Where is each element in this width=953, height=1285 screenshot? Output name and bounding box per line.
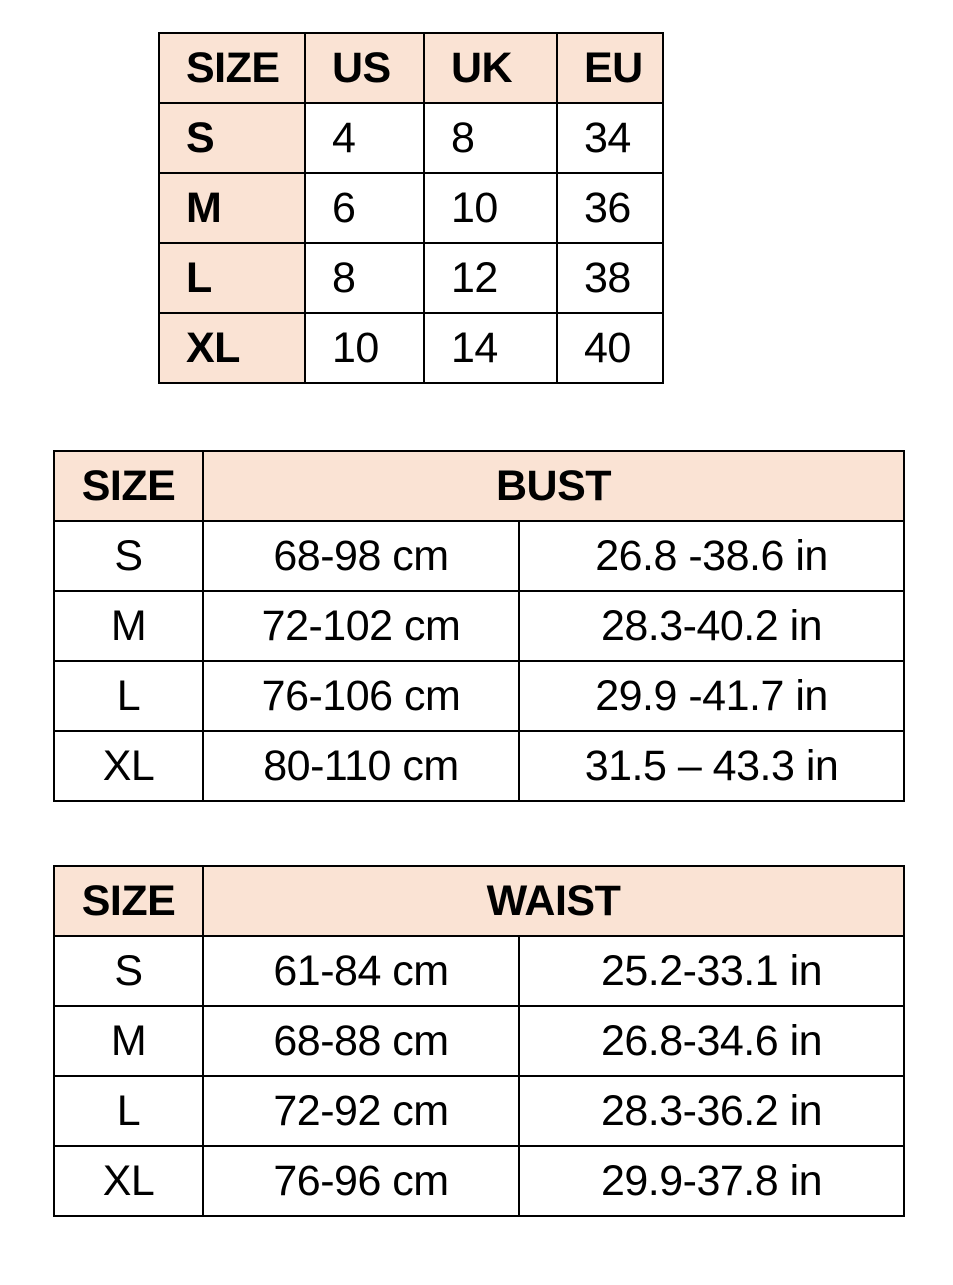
us-value: 6: [304, 172, 425, 244]
size-label: L: [158, 242, 306, 314]
header-size: SIZE: [53, 450, 204, 522]
bust-header-row: SIZE BUST: [53, 450, 905, 522]
bust-size-table: SIZE BUST S 68-98 cm 26.8 -38.6 in M 72-…: [53, 450, 905, 802]
in-value: 28.3-40.2 in: [518, 590, 905, 662]
eu-value: 38: [556, 242, 664, 314]
header-eu: EU: [556, 32, 664, 104]
in-value: 28.3-36.2 in: [517, 1075, 906, 1147]
uk-value: 10: [423, 172, 558, 244]
size-label: L: [53, 1075, 204, 1147]
table-row: M 72-102 cm 28.3-40.2 in: [53, 590, 905, 662]
cm-value: 80-110 cm: [202, 730, 520, 802]
table-row: S 4 8 34: [158, 102, 664, 174]
us-value: 4: [304, 102, 425, 174]
cm-value: 61-84 cm: [202, 935, 520, 1007]
cm-value: 72-92 cm: [202, 1075, 520, 1147]
us-value: 10: [304, 312, 425, 384]
size-label: M: [158, 172, 306, 244]
table-row: XL 10 14 40: [158, 312, 664, 384]
header-size: SIZE: [53, 865, 204, 937]
header-size: SIZE: [158, 32, 306, 104]
size-label: L: [53, 660, 204, 732]
cm-value: 68-98 cm: [202, 520, 520, 592]
size-label: S: [158, 102, 306, 174]
in-value: 26.8-34.6 in: [517, 1005, 906, 1077]
size-label: S: [53, 520, 204, 592]
eu-value: 40: [556, 312, 664, 384]
table-row: L 76-106 cm 29.9 -41.7 in: [53, 660, 905, 732]
header-uk: UK: [423, 32, 558, 104]
size-label: XL: [53, 1145, 204, 1217]
uk-value: 14: [423, 312, 558, 384]
in-value: 29.9-37.8 in: [517, 1145, 906, 1217]
table-row: M 68-88 cm 26.8-34.6 in: [53, 1005, 906, 1077]
header-waist: WAIST: [201, 865, 906, 937]
in-value: 29.9 -41.7 in: [518, 660, 905, 732]
uk-value: 8: [423, 102, 558, 174]
us-value: 8: [304, 242, 425, 314]
size-label: M: [53, 1005, 204, 1077]
table-row: XL 76-96 cm 29.9-37.8 in: [53, 1145, 906, 1217]
cm-value: 68-88 cm: [202, 1005, 520, 1077]
table-row: L 8 12 38: [158, 242, 664, 314]
uk-value: 12: [423, 242, 558, 314]
in-value: 26.8 -38.6 in: [518, 520, 905, 592]
table-row: S 61-84 cm 25.2-33.1 in: [53, 935, 906, 1007]
size-label: XL: [53, 730, 204, 802]
table-row: XL 80-110 cm 31.5 – 43.3 in: [53, 730, 905, 802]
table-row: S 68-98 cm 26.8 -38.6 in: [53, 520, 905, 592]
in-value: 25.2-33.1 in: [517, 935, 906, 1007]
size-conversion-table: SIZE US UK EU S 4 8 34 M 6 10 36 L 8 12 …: [158, 32, 664, 384]
table-row: M 6 10 36: [158, 172, 664, 244]
table-row: L 72-92 cm 28.3-36.2 in: [53, 1075, 906, 1147]
waist-size-table: SIZE WAIST S 61-84 cm 25.2-33.1 in M 68-…: [53, 865, 906, 1217]
header-us: US: [304, 32, 425, 104]
size-label: S: [53, 935, 204, 1007]
waist-header-row: SIZE WAIST: [53, 865, 906, 937]
eu-value: 34: [556, 102, 664, 174]
header-bust: BUST: [202, 450, 905, 522]
cm-value: 76-106 cm: [202, 660, 520, 732]
cm-value: 76-96 cm: [202, 1145, 520, 1217]
size-label: XL: [158, 312, 306, 384]
conversion-header-row: SIZE US UK EU: [158, 32, 664, 104]
eu-value: 36: [556, 172, 664, 244]
cm-value: 72-102 cm: [202, 590, 520, 662]
in-value: 31.5 – 43.3 in: [518, 730, 905, 802]
size-label: M: [53, 590, 204, 662]
